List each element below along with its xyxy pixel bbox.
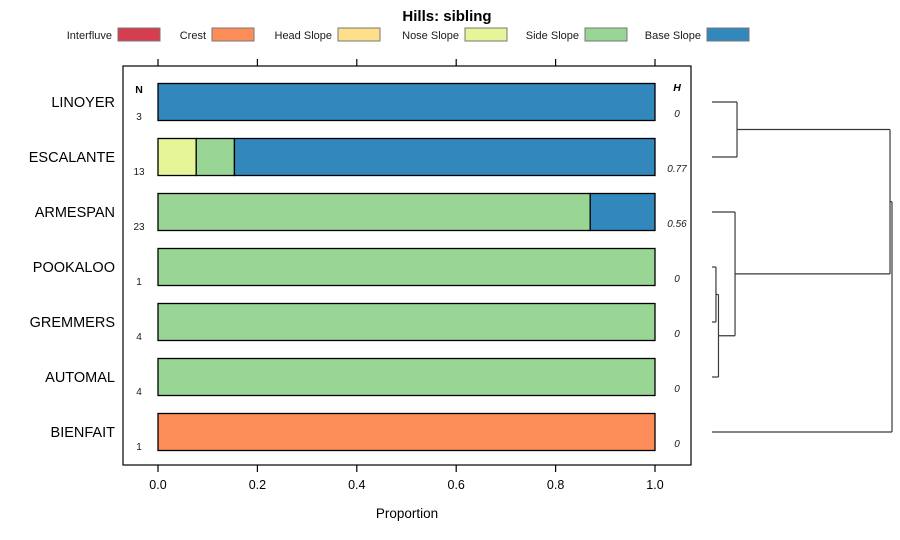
row-n-value: 13 — [133, 167, 145, 178]
row-n-value: 4 — [136, 332, 142, 343]
bar-segment — [157, 192, 591, 232]
row-h-value: 0 — [674, 274, 680, 285]
row-h-value: 0.56 — [667, 219, 687, 230]
plot-frame — [122, 65, 692, 466]
row-h-value: 0.77 — [667, 164, 687, 175]
row-h-value: 0 — [674, 329, 680, 340]
series-row: BIENFAIT 1 0 — [51, 412, 680, 453]
legend-swatch — [117, 27, 161, 42]
row-h-value: 0 — [674, 109, 680, 120]
plot-area: 0.0 0.2 0.4 0.6 0.8 1.0 LINOYER 3 0 ESCALANTE 13 0.… — [29, 59, 692, 492]
row-h-value: 0 — [674, 384, 680, 395]
row-n-value: 23 — [133, 222, 145, 233]
legend-item-label: Head Slope — [275, 30, 333, 42]
bar-segment — [157, 247, 656, 287]
x-axis-tick-label: 0.0 — [149, 478, 166, 492]
legend-item: Interfluve — [67, 27, 161, 42]
legend-item: Base Slope — [645, 27, 750, 42]
legend-item-label: Interfluve — [67, 30, 112, 42]
row-label: GREMMERS — [30, 315, 115, 331]
row-label: POOKALOO — [33, 260, 115, 276]
legend-swatch — [211, 27, 255, 42]
x-axis-tick-label: 1.0 — [646, 478, 663, 492]
dendrogram — [712, 101, 893, 433]
row-label: AUTOMAL — [45, 370, 115, 386]
series-row: LINOYER 3 0 — [51, 82, 680, 123]
legend-item-label: Crest — [180, 30, 206, 42]
x-axis-tick-label: 0.6 — [448, 478, 465, 492]
series-row: POOKALOO 1 0 — [33, 247, 680, 288]
row-label: LINOYER — [51, 95, 115, 111]
row-n-value: 1 — [136, 277, 142, 288]
chart-title: Hills: sibling — [402, 8, 491, 25]
bar-segment — [589, 192, 656, 232]
bar-segment — [157, 412, 656, 452]
row-n-value: 1 — [136, 442, 142, 453]
x-axis-label: Proportion — [376, 506, 438, 521]
row-n-value: 4 — [136, 387, 142, 398]
row-h-value: 0 — [674, 439, 680, 450]
series-row: ARMESPAN 23 0.56 — [35, 192, 687, 233]
legend: Interfluve Crest Head Slope Nose Slope Side … — [67, 27, 750, 42]
bar-segment — [157, 137, 197, 177]
legend-swatch — [584, 27, 628, 42]
row-label: BIENFAIT — [51, 425, 116, 441]
legend-item-label: Nose Slope — [402, 30, 459, 42]
x-axis-tick-label: 0.4 — [348, 478, 365, 492]
h-column-header: H — [673, 82, 681, 94]
legend-swatch — [464, 27, 508, 42]
series-row: AUTOMAL 4 0 — [45, 357, 680, 398]
row-n-value: 3 — [136, 112, 142, 123]
bar-segment — [157, 302, 656, 342]
legend-item-label: Base Slope — [645, 30, 701, 42]
legend-item-label: Side Slope — [526, 30, 579, 42]
legend-item: Head Slope — [275, 27, 381, 42]
legend-item: Nose Slope — [402, 27, 508, 42]
x-axis-tick-label: 0.8 — [547, 478, 564, 492]
row-label: ARMESPAN — [35, 205, 115, 221]
bar-segment — [157, 82, 656, 122]
bar-segment — [157, 357, 656, 397]
legend-item: Side Slope — [526, 27, 628, 42]
bar-segment — [233, 137, 656, 177]
series-row: ESCALANTE 13 0.77 — [29, 137, 687, 178]
legend-swatch — [337, 27, 381, 42]
n-column-header: N — [135, 84, 143, 96]
series-row: GREMMERS 4 0 — [30, 302, 680, 343]
legend-item: Crest — [180, 27, 255, 42]
x-axis-tick-label: 0.2 — [249, 478, 266, 492]
legend-swatch — [706, 27, 750, 42]
row-label: ESCALANTE — [29, 150, 116, 166]
bar-segment — [195, 137, 236, 177]
